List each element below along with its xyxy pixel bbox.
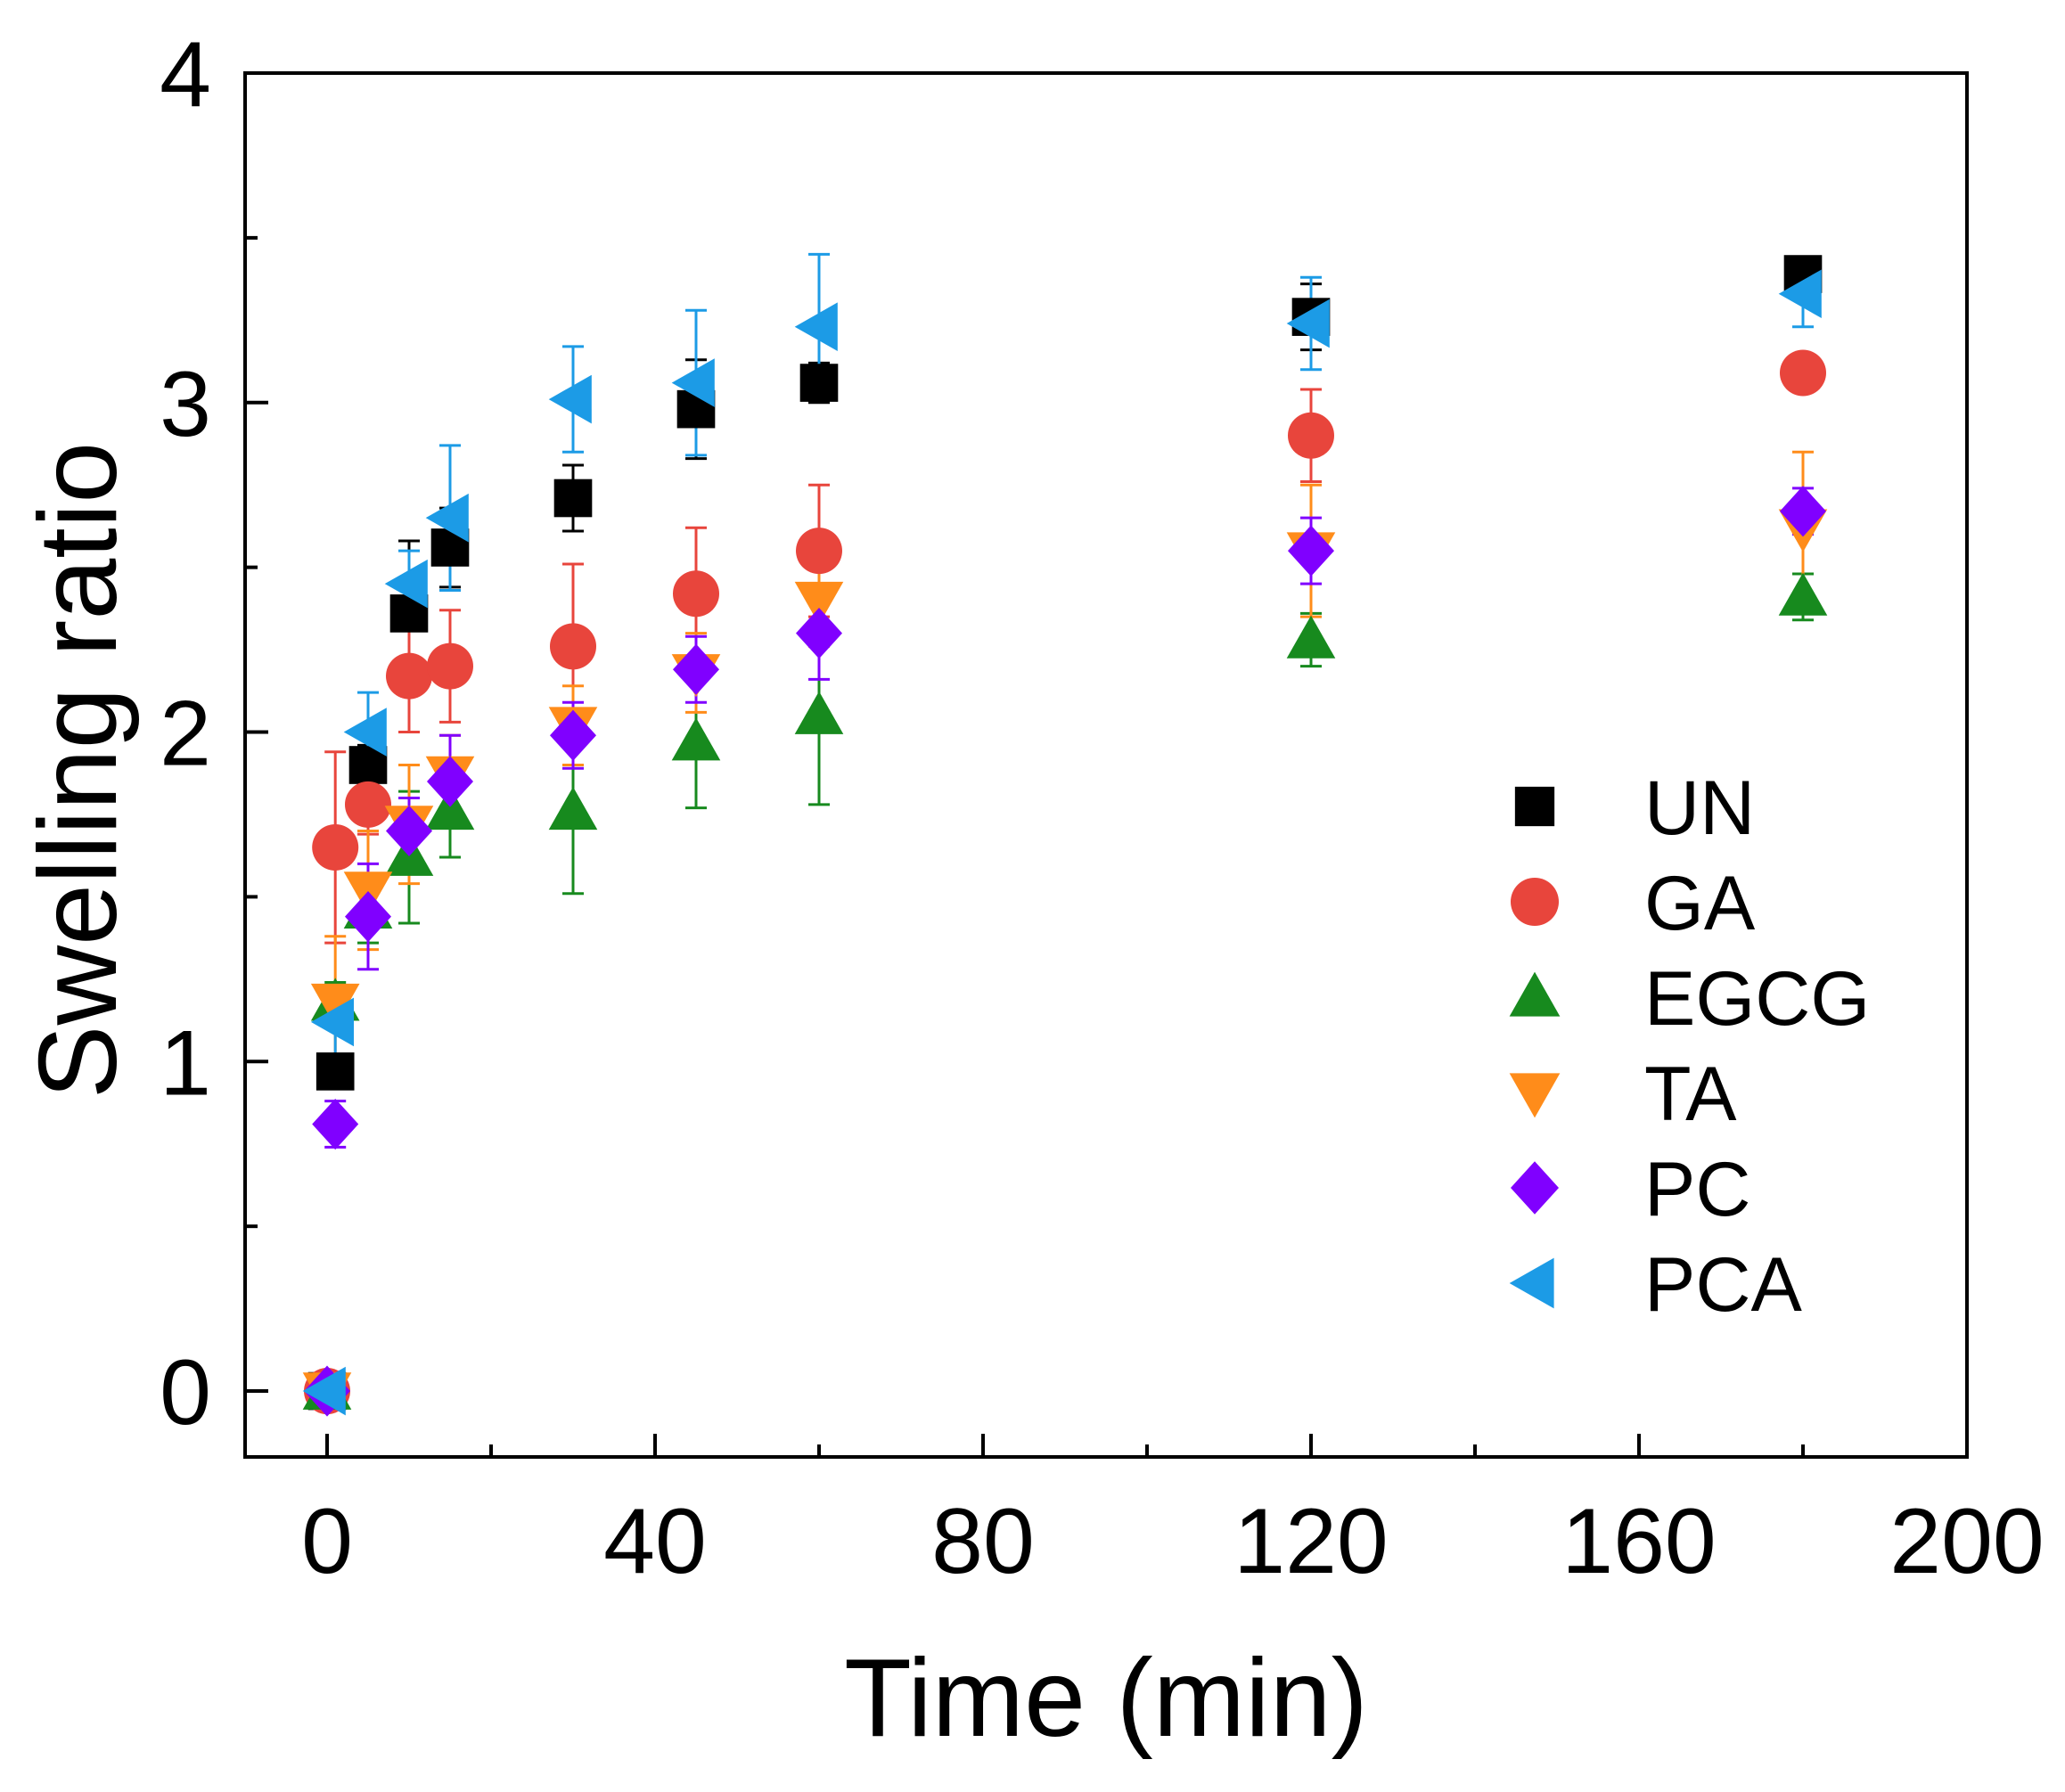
data-point-pc — [673, 643, 719, 695]
legend-marker-un — [1514, 786, 1555, 827]
data-point-egcg — [1778, 572, 1828, 616]
plot-frame — [243, 71, 1969, 1459]
y-tick-label: 4 — [160, 23, 211, 127]
legend-marker-ga — [1511, 878, 1559, 926]
legend-marker-pc — [1511, 1161, 1559, 1215]
legend-label-un: UN — [1644, 765, 1755, 851]
data-point-ga — [312, 823, 359, 871]
x-tick-label: 0 — [301, 1490, 353, 1593]
tick-labels-layer: 0 40 80 120 160 200 0 1 2 3 4 — [160, 23, 2045, 1593]
data-point-pc — [796, 607, 842, 659]
data-point-pca — [671, 358, 715, 407]
data-point-pca — [343, 708, 387, 757]
legend-item-un: UN — [1514, 765, 1755, 851]
legend-item-ga: GA — [1511, 861, 1756, 946]
data-point-pca — [302, 1366, 346, 1416]
y-tick-label: 0 — [160, 1341, 211, 1444]
legend-label-egcg: EGCG — [1644, 956, 1870, 1042]
data-point-ga — [1288, 412, 1334, 459]
data-point-ga — [386, 652, 432, 700]
data-point-egcg — [1286, 615, 1336, 659]
data-point-pca — [794, 302, 838, 352]
markers-layer — [302, 255, 1828, 1417]
data-point-pca — [384, 559, 428, 609]
data-point-un — [799, 364, 839, 402]
legend-label-pc: PC — [1644, 1147, 1750, 1232]
data-point-pc — [1780, 486, 1826, 537]
legend-label-ta: TA — [1644, 1051, 1737, 1137]
data-point-ga — [550, 623, 596, 670]
data-point-ta — [794, 581, 844, 625]
data-point-egcg — [794, 691, 844, 734]
y-axis-title: Swelling ratio — [17, 442, 140, 1099]
x-tick-label: 160 — [1561, 1490, 1717, 1593]
data-point-pc — [1288, 525, 1334, 577]
data-point-un — [315, 1052, 355, 1091]
y-tick-label: 2 — [160, 683, 211, 786]
data-point-un — [553, 479, 593, 518]
data-point-pc — [386, 805, 432, 857]
legend-label-ga: GA — [1644, 861, 1756, 946]
data-point-pca — [548, 374, 592, 424]
data-point-egcg — [425, 786, 475, 831]
data-point-pca — [1286, 299, 1330, 348]
data-point-ga — [673, 570, 719, 618]
data-point-ga — [796, 528, 842, 575]
x-axis-title: Time (min) — [844, 1637, 1368, 1760]
data-point-egcg — [548, 786, 598, 831]
y-tick-label: 3 — [160, 353, 211, 456]
x-tick-label: 80 — [931, 1490, 1035, 1593]
legend-item-pc: PC — [1511, 1147, 1750, 1232]
data-point-pc — [312, 1098, 359, 1150]
legend-marker-pca — [1509, 1257, 1554, 1309]
data-point-ga — [345, 781, 391, 828]
x-tick-label: 200 — [1889, 1490, 2045, 1593]
legend-item-ta: TA — [1509, 1051, 1737, 1137]
legend-label-pca: PCA — [1644, 1242, 1802, 1328]
x-tick-label: 40 — [603, 1490, 707, 1593]
legend-marker-ta — [1509, 1073, 1561, 1118]
data-point-pca — [425, 493, 469, 543]
legend-item-egcg: EGCG — [1509, 956, 1870, 1042]
y-tick-label: 1 — [160, 1011, 211, 1115]
data-point-pca — [1778, 269, 1822, 319]
data-point-egcg — [671, 717, 721, 761]
legend: UN GA EGCG TA PC PCA — [1509, 765, 1870, 1328]
error-bars-layer — [324, 252, 1814, 1149]
x-tick-label: 120 — [1233, 1490, 1389, 1593]
data-point-ga — [1780, 349, 1826, 397]
data-point-pc — [345, 890, 391, 943]
data-point-pc — [550, 709, 596, 761]
legend-item-pca: PCA — [1509, 1242, 1802, 1328]
legend-marker-egcg — [1509, 971, 1561, 1017]
data-point-ga — [427, 642, 473, 690]
data-point-ta — [310, 983, 360, 1027]
data-point-pc — [427, 756, 473, 807]
data-point-pca — [310, 997, 354, 1047]
